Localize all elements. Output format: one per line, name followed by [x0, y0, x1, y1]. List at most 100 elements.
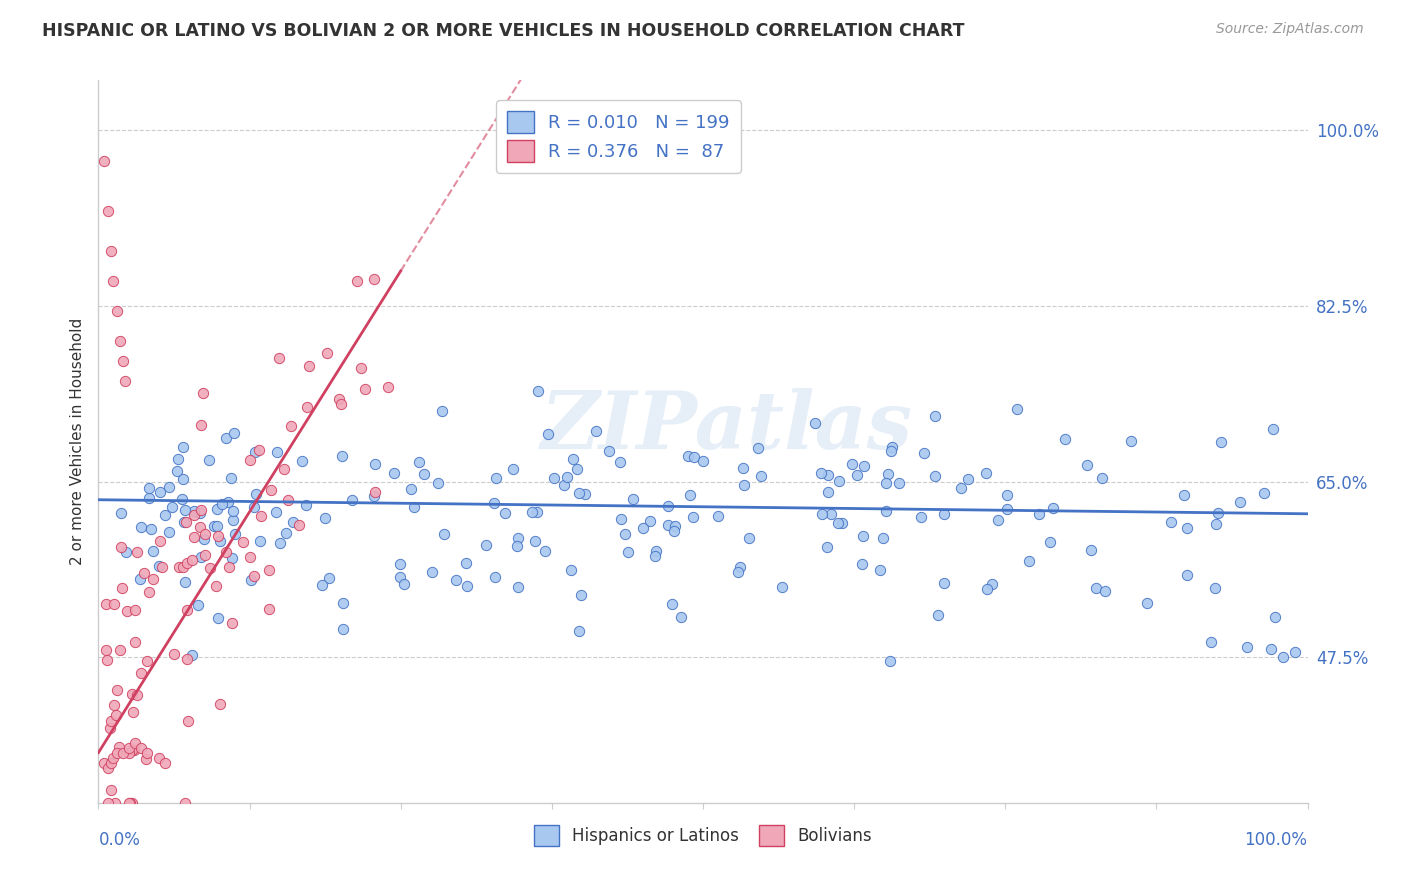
Point	[1260, 642, 1282, 657]
Point	[526, 505, 548, 519]
Point	[574, 487, 596, 501]
Point	[1205, 516, 1227, 531]
Point	[817, 484, 839, 499]
Point	[288, 518, 311, 533]
Point	[827, 516, 849, 530]
Point	[93, 153, 115, 168]
Point	[190, 417, 212, 432]
Y-axis label: 2 or more Vehicles in Household: 2 or more Vehicles in Household	[69, 318, 84, 566]
Point	[408, 455, 430, 469]
Point	[217, 495, 239, 509]
Point	[912, 446, 935, 460]
Point	[910, 509, 932, 524]
Point	[193, 386, 215, 401]
Point	[804, 416, 827, 430]
Point	[995, 488, 1018, 502]
Point	[250, 508, 273, 523]
Point	[733, 460, 755, 475]
Point	[924, 469, 946, 483]
Point	[93, 756, 115, 770]
Point	[124, 635, 146, 649]
Point	[346, 274, 368, 288]
Point	[125, 688, 148, 702]
Point	[851, 557, 873, 571]
Point	[1264, 609, 1286, 624]
Point	[177, 714, 200, 728]
Point	[475, 538, 498, 552]
Point	[138, 584, 160, 599]
Point	[176, 556, 198, 570]
Point	[132, 566, 155, 580]
Point	[94, 642, 117, 657]
Point	[377, 380, 399, 394]
Point	[1136, 596, 1159, 610]
Point	[200, 561, 222, 575]
Point	[157, 524, 180, 539]
Point	[364, 457, 387, 471]
Point	[631, 521, 654, 535]
Point	[956, 472, 979, 486]
Point	[100, 756, 122, 770]
Point	[1175, 567, 1198, 582]
Point	[426, 476, 449, 491]
Point	[101, 274, 124, 288]
Point	[553, 478, 575, 492]
Point	[887, 476, 910, 491]
Point	[232, 535, 254, 549]
Point	[103, 796, 125, 810]
Point	[174, 796, 197, 810]
Point	[527, 384, 550, 399]
Point	[149, 484, 172, 499]
Point	[153, 756, 176, 770]
Point	[141, 572, 163, 586]
Point	[644, 544, 666, 558]
Point	[585, 424, 607, 438]
Point	[363, 272, 385, 286]
Point	[190, 503, 212, 517]
Point	[215, 431, 238, 445]
Point	[707, 508, 730, 523]
Point	[108, 334, 131, 348]
Point	[295, 499, 318, 513]
Point	[209, 697, 232, 711]
Point	[728, 560, 751, 574]
Point	[183, 504, 205, 518]
Point	[105, 683, 128, 698]
Point	[330, 397, 353, 411]
Point	[204, 579, 226, 593]
Point	[273, 462, 295, 476]
Point	[160, 500, 183, 514]
Point	[149, 533, 172, 548]
Point	[120, 796, 142, 810]
Point	[97, 761, 120, 775]
Point	[354, 383, 377, 397]
Point	[671, 610, 693, 624]
Legend: Hispanics or Latinos, Bolivians: Hispanics or Latinos, Bolivians	[527, 819, 879, 852]
Point	[194, 549, 217, 563]
Point	[172, 560, 194, 574]
Point	[249, 533, 271, 548]
Point	[108, 740, 131, 755]
Point	[617, 544, 640, 558]
Point	[657, 518, 679, 533]
Point	[560, 563, 582, 577]
Point	[100, 782, 122, 797]
Point	[243, 445, 266, 459]
Point	[404, 500, 426, 514]
Point	[110, 582, 132, 596]
Point	[399, 483, 422, 497]
Point	[198, 452, 221, 467]
Point	[817, 468, 839, 483]
Point	[537, 426, 560, 441]
Text: ZIPatlas: ZIPatlas	[541, 388, 914, 466]
Point	[194, 527, 217, 541]
Point	[183, 530, 205, 544]
Point	[100, 714, 122, 728]
Point	[987, 513, 1010, 527]
Point	[111, 746, 134, 760]
Point	[727, 566, 749, 580]
Point	[420, 566, 443, 580]
Point	[389, 557, 412, 571]
Point	[679, 488, 702, 502]
Point	[96, 653, 118, 667]
